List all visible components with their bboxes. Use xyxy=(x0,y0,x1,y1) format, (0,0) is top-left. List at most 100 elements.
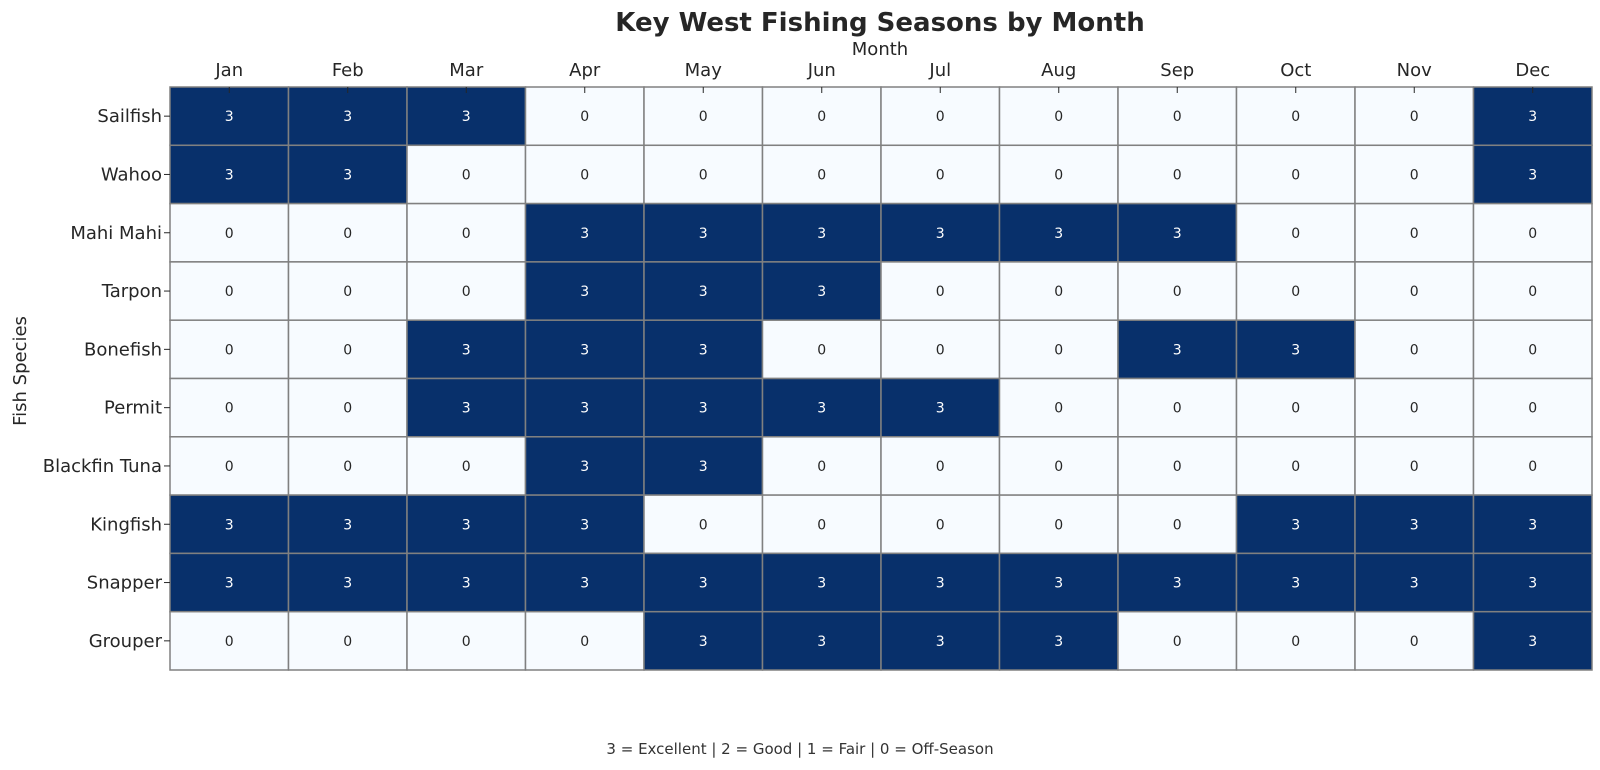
cell-value-label: 0 xyxy=(225,401,234,417)
heatmap-cell-bonefish-jun xyxy=(761,319,882,380)
cell-value-label: 3 xyxy=(817,401,826,417)
cell-value-label: 3 xyxy=(1291,342,1300,358)
heatmap-cell-wahoo-feb xyxy=(287,144,408,205)
heatmap-cell-permit-aug xyxy=(998,377,1119,438)
heatmap-cell-wahoo-apr xyxy=(524,144,645,205)
heatmap-cell-sailfish-jun xyxy=(761,86,882,147)
x-tick-label-nov: Nov xyxy=(1397,60,1432,81)
heatmap-cell-bonefish-jan xyxy=(169,319,290,380)
heatmap-cell-permit-jul xyxy=(880,377,1001,438)
cell-value-label: 3 xyxy=(462,342,471,358)
cell-value-label: 3 xyxy=(225,517,234,533)
chart-title: Key West Fishing Seasons by Month xyxy=(615,8,1144,38)
heatmap-cell-tarpon-oct xyxy=(1235,261,1356,321)
x-tick-label-may: May xyxy=(685,60,723,81)
heatmap-cell-grouper-oct xyxy=(1235,610,1356,671)
cell-value-label: 0 xyxy=(580,634,589,650)
y-tick-label-grouper: Grouper xyxy=(89,631,163,652)
heatmap-cell-blackfin-tuna-sep xyxy=(1117,436,1238,496)
heatmap-cell-snapper-jul xyxy=(880,552,1001,613)
heatmap-cell-grouper-dec xyxy=(1472,610,1593,671)
cell-value-label: 0 xyxy=(1054,167,1063,183)
heatmap-cell-wahoo-jul xyxy=(880,144,1001,205)
cell-value-label: 3 xyxy=(580,576,589,592)
cell-value-label: 3 xyxy=(462,576,471,592)
cell-value-label: 0 xyxy=(1291,459,1300,475)
heatmap-cell-mahi-mahi-apr xyxy=(524,202,645,263)
cell-value-label: 0 xyxy=(1410,401,1419,417)
cell-value-label: 3 xyxy=(1528,634,1537,650)
cell-value-label: 0 xyxy=(462,634,471,650)
heatmap-cell-permit-jan xyxy=(169,377,290,438)
heatmap-cell-blackfin-tuna-nov xyxy=(1354,436,1475,496)
cell-value-label: 0 xyxy=(225,459,234,475)
heatmap-cell-bonefish-aug xyxy=(998,319,1119,380)
heatmap-cell-bonefish-nov xyxy=(1354,319,1475,380)
heatmap-cell-snapper-nov xyxy=(1354,552,1475,613)
heatmap-cell-tarpon-jul xyxy=(880,261,1001,321)
cell-value-label: 0 xyxy=(1173,401,1182,417)
cell-value-label: 3 xyxy=(1528,576,1537,592)
cell-value-label: 0 xyxy=(1410,226,1419,242)
heatmap-cell-sailfish-feb xyxy=(287,86,408,147)
cell-value-label: 3 xyxy=(1410,576,1419,592)
cell-value-label: 3 xyxy=(343,167,352,183)
heatmap-cell-sailfish-aug xyxy=(998,86,1119,147)
heatmap-cell-mahi-mahi-may xyxy=(643,202,764,263)
heatmap-cell-wahoo-may xyxy=(643,144,764,205)
cell-value-label: 0 xyxy=(1410,109,1419,125)
heatmap-cell-snapper-dec xyxy=(1472,552,1593,613)
heatmap-cell-bonefish-feb xyxy=(287,319,408,380)
heatmap-cell-tarpon-jun xyxy=(761,261,882,321)
cell-value-label: 0 xyxy=(1054,284,1063,300)
cell-value-label: 0 xyxy=(462,167,471,183)
heatmap-cell-blackfin-tuna-jul xyxy=(880,436,1001,496)
cell-value-label: 0 xyxy=(817,342,826,358)
cell-value-label: 0 xyxy=(1528,226,1537,242)
cell-value-label: 3 xyxy=(817,284,826,300)
cell-value-label: 3 xyxy=(817,226,826,242)
y-tick-label-kingfish: Kingfish xyxy=(90,514,162,535)
cell-value-label: 0 xyxy=(699,109,708,125)
cell-value-label: 0 xyxy=(580,167,589,183)
x-tick-label-apr: Apr xyxy=(569,60,601,81)
cell-value-label: 0 xyxy=(817,167,826,183)
cell-value-label: 0 xyxy=(699,167,708,183)
heatmap-cell-kingfish-apr xyxy=(524,494,645,555)
heatmap-cell-wahoo-dec xyxy=(1472,144,1593,205)
cell-value-label: 3 xyxy=(343,109,352,125)
cell-value-label: 0 xyxy=(225,342,234,358)
heatmap-cell-tarpon-jan xyxy=(169,261,290,321)
cell-value-label: 3 xyxy=(225,109,234,125)
heatmap-cells: 3 3 3 0 0 0 0 0 0 0 0 3 3 3 0 0 0 0 0 0 0 0 0 3 0 0 0 3 3 3 3 3 3 0 0 0 0 0 0 3… xyxy=(169,86,1593,671)
cell-value-label: 0 xyxy=(936,109,945,125)
x-tick-label-jun: Jun xyxy=(807,60,836,81)
x-tick-label-aug: Aug xyxy=(1041,60,1076,81)
heatmap-cell-tarpon-nov xyxy=(1354,261,1475,321)
cell-value-label: 0 xyxy=(225,226,234,242)
cell-value-label: 0 xyxy=(225,634,234,650)
cell-value-label: 0 xyxy=(225,284,234,300)
cell-value-label: 3 xyxy=(225,576,234,592)
heatmap-cell-sailfish-jan xyxy=(169,86,290,147)
y-tick-label-tarpon: Tarpon xyxy=(101,281,162,302)
cell-value-label: 0 xyxy=(1054,401,1063,417)
x-tick-label-mar: Mar xyxy=(449,60,484,81)
x-tick-label-oct: Oct xyxy=(1280,60,1311,81)
heatmap-cell-kingfish-dec xyxy=(1472,494,1593,555)
heatmap-cell-tarpon-dec xyxy=(1472,261,1593,321)
cell-value-label: 0 xyxy=(462,226,471,242)
heatmap-cell-wahoo-nov xyxy=(1354,144,1475,205)
cell-value-label: 3 xyxy=(699,401,708,417)
cell-value-label: 0 xyxy=(1291,226,1300,242)
cell-value-label: 0 xyxy=(1410,284,1419,300)
cell-value-label: 3 xyxy=(1054,634,1063,650)
heatmap-cell-bonefish-may xyxy=(643,319,764,380)
cell-value-label: 0 xyxy=(1291,109,1300,125)
cell-value-label: 3 xyxy=(699,634,708,650)
cell-value-label: 0 xyxy=(1528,459,1537,475)
cell-value-label: 0 xyxy=(817,517,826,533)
heatmap-cell-snapper-apr xyxy=(524,552,645,613)
heatmap-cell-tarpon-apr xyxy=(524,261,645,321)
